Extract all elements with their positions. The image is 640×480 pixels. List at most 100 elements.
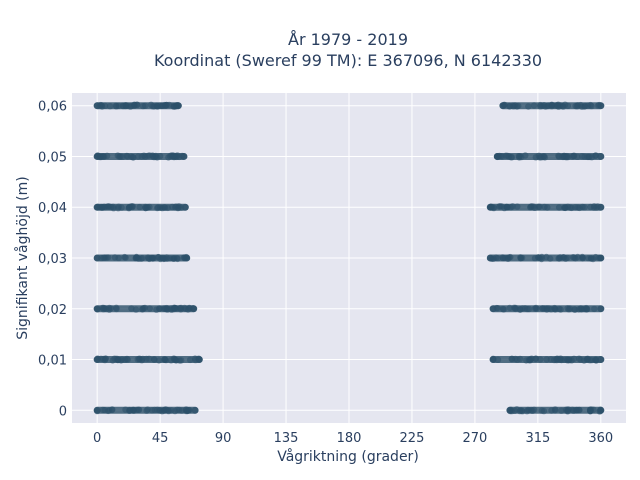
data-point	[158, 102, 166, 110]
data-point	[547, 255, 554, 262]
point-band	[93, 152, 188, 161]
data-point	[190, 305, 198, 313]
data-point	[524, 406, 532, 414]
data-point	[551, 304, 558, 312]
data-point	[139, 102, 147, 110]
data-point	[585, 255, 592, 262]
data-point	[508, 355, 516, 362]
point-band	[93, 406, 199, 415]
point-band	[93, 304, 198, 313]
data-point	[93, 203, 101, 211]
data-point	[114, 152, 122, 159]
data-point	[93, 153, 101, 160]
data-point	[122, 254, 129, 261]
data-point	[93, 102, 101, 110]
data-point	[144, 204, 151, 211]
data-point	[163, 255, 171, 262]
data-point	[183, 254, 191, 262]
y-tick-label: 0,03	[38, 252, 67, 267]
data-point	[150, 356, 158, 363]
data-point	[597, 406, 605, 414]
data-point	[558, 407, 565, 414]
y-tick-label: 0,02	[38, 303, 67, 318]
data-point	[525, 305, 533, 313]
x-tick-labels: 0 45 90 135 180 225 270 315 360	[93, 431, 613, 446]
data-point	[575, 306, 582, 313]
data-point	[506, 406, 514, 414]
data-point	[111, 355, 118, 362]
data-point	[554, 102, 561, 109]
x-tick-label: 0	[93, 431, 101, 446]
data-point	[532, 355, 540, 362]
data-point	[147, 101, 155, 109]
data-point	[591, 305, 598, 313]
data-point	[507, 204, 514, 211]
point-band	[93, 203, 189, 212]
data-point	[573, 103, 581, 110]
y-tick-label: 0,06	[38, 100, 67, 115]
data-point	[109, 406, 116, 413]
data-point	[572, 407, 579, 414]
data-point	[145, 355, 153, 362]
data-point	[174, 255, 181, 263]
data-point	[155, 357, 163, 364]
data-point	[167, 357, 175, 364]
data-point	[141, 304, 149, 312]
data-point	[489, 356, 497, 363]
x-tick-label: 45	[152, 431, 169, 446]
data-point	[489, 305, 497, 313]
data-point	[517, 255, 524, 262]
data-point	[584, 102, 592, 110]
data-point	[541, 305, 548, 312]
data-point	[93, 356, 101, 363]
data-point	[128, 153, 135, 160]
data-point	[493, 153, 501, 160]
x-tick-label: 225	[400, 431, 425, 446]
data-point	[551, 407, 559, 414]
data-point	[100, 254, 107, 261]
data-point	[547, 356, 554, 363]
data-point	[143, 407, 150, 414]
data-point	[579, 153, 586, 160]
point-band	[486, 253, 605, 263]
data-point	[590, 406, 597, 413]
data-point	[514, 203, 521, 210]
chart-title-line-1: År 1979 - 2019	[288, 30, 408, 49]
x-tick-label: 90	[215, 431, 232, 446]
data-point	[584, 355, 591, 362]
data-point	[538, 407, 545, 414]
data-point	[100, 304, 107, 312]
x-tick-label: 315	[525, 431, 550, 446]
data-point	[93, 305, 101, 313]
point-band	[93, 253, 191, 263]
data-point	[548, 101, 555, 109]
data-point	[169, 152, 177, 159]
data-point	[93, 254, 101, 262]
data-point	[536, 203, 543, 210]
data-point	[178, 407, 185, 414]
data-point	[151, 153, 158, 161]
data-point	[587, 203, 594, 211]
data-point	[538, 253, 545, 261]
data-point	[171, 407, 179, 415]
data-point	[592, 152, 599, 159]
data-point	[191, 406, 199, 414]
data-point	[174, 102, 182, 110]
data-point	[138, 357, 145, 364]
y-axis-title: Signifikant våghöjd (m)	[14, 176, 31, 339]
point-band	[486, 203, 605, 212]
data-point	[486, 203, 494, 211]
data-point	[533, 305, 540, 312]
data-point	[563, 152, 571, 160]
point-band	[93, 101, 182, 110]
data-point	[537, 103, 544, 110]
data-point	[186, 356, 194, 364]
data-point	[100, 355, 107, 363]
data-point	[501, 254, 508, 262]
data-point	[565, 406, 572, 413]
data-point	[515, 102, 522, 110]
data-point	[170, 304, 178, 311]
data-point	[494, 255, 501, 262]
data-point	[128, 102, 135, 110]
